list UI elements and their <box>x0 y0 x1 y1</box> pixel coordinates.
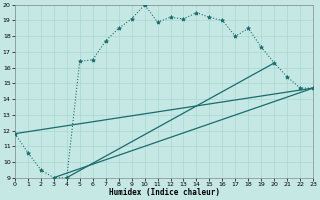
X-axis label: Humidex (Indice chaleur): Humidex (Indice chaleur) <box>108 188 220 197</box>
